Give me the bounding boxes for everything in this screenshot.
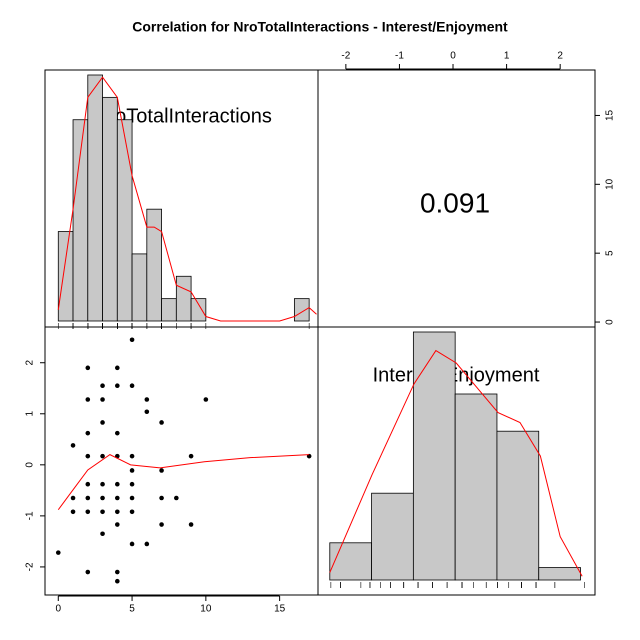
scatter-point	[115, 569, 120, 575]
scatter-point	[115, 578, 120, 584]
scatter-point	[100, 420, 105, 425]
scatter-point	[85, 569, 91, 575]
tick-label: -1	[395, 51, 404, 62]
scatter-point	[129, 481, 135, 487]
scatter-point	[100, 495, 105, 501]
scatter-point	[85, 453, 91, 459]
scatter-point	[70, 443, 76, 448]
scatter-point	[129, 468, 135, 473]
tick-label: 1	[504, 51, 510, 62]
tick-label: 10	[200, 604, 212, 615]
histogram-bar	[161, 298, 177, 322]
histogram-bar	[116, 119, 133, 322]
chart-title: Correlation for NroTotalInteractions - I…	[132, 19, 508, 35]
tick-label: 0	[450, 51, 456, 62]
histogram-bar	[131, 253, 148, 322]
tick-label: 10	[605, 178, 616, 190]
tick-label: 5	[605, 250, 616, 256]
scatter-point	[70, 495, 76, 501]
scatter-point	[115, 383, 120, 389]
histogram-bar	[412, 331, 456, 581]
scatter-point	[129, 541, 135, 547]
scatter-point	[129, 383, 135, 389]
histogram-bar	[146, 208, 162, 322]
scatter-point	[129, 337, 135, 343]
scatter-point	[115, 430, 120, 436]
scatter-point	[115, 522, 120, 527]
histogram-bar	[175, 275, 192, 322]
density-curve	[57, 76, 317, 322]
scatter-point	[100, 531, 105, 537]
scatter-point	[115, 365, 120, 371]
scatter-point	[144, 541, 150, 547]
histogram-bar	[102, 96, 118, 322]
scatter-point	[203, 397, 209, 402]
histogram-bar	[190, 298, 207, 322]
tick-label: 0	[55, 604, 61, 615]
scatter-point	[100, 481, 105, 487]
scatter-point	[85, 495, 91, 501]
scatter-point	[100, 453, 105, 459]
scatter-point	[70, 509, 76, 515]
scatter-point	[100, 397, 105, 402]
scatter-point	[100, 509, 105, 515]
histogram-bar	[293, 298, 310, 322]
scatter-point	[85, 509, 91, 515]
tick-label: -1	[25, 511, 36, 520]
scatter-point	[85, 481, 91, 487]
scatter-point	[129, 509, 135, 515]
scatter-point	[85, 365, 91, 371]
tick-label: 0	[25, 462, 36, 468]
histogram-bar	[538, 567, 581, 581]
histogram-bar	[57, 231, 74, 322]
tick-label: 15	[605, 109, 616, 121]
tick-label: 0	[605, 319, 616, 325]
variable-label: Interest/Enjoyment	[373, 364, 540, 386]
smooth-line	[57, 454, 310, 511]
tick-label: 15	[274, 604, 286, 615]
scatter-point	[159, 468, 164, 473]
density-curve	[329, 349, 583, 577]
scatter-point	[55, 550, 61, 555]
tick-label: 5	[129, 604, 135, 615]
scatter-point	[144, 397, 150, 402]
panel-frame	[317, 326, 596, 596]
tick-label: -2	[341, 51, 350, 62]
scatter-point	[115, 509, 120, 515]
tick-label: -2	[25, 562, 36, 571]
tick-label: 2	[25, 360, 36, 366]
scatter-point	[129, 495, 135, 501]
scatter-point	[85, 397, 91, 402]
histogram-bar	[329, 542, 372, 581]
scatter-point	[129, 453, 135, 459]
correlation-value: 0.091	[420, 187, 490, 218]
scatter-point	[159, 420, 164, 425]
tick-label: 2	[557, 51, 563, 62]
scatter-point	[159, 522, 164, 527]
histogram-bar	[454, 393, 498, 581]
scatter-point	[159, 495, 164, 501]
scatter-point	[188, 522, 194, 527]
scatter-point	[115, 481, 120, 487]
scatter-point	[144, 409, 150, 415]
scatter-point	[85, 430, 91, 436]
scatter-point	[188, 453, 194, 459]
scatter-point	[100, 383, 105, 389]
tick-label: 1	[25, 411, 36, 417]
histogram-bar	[87, 74, 103, 322]
variable-label: NroTotalInteractions	[94, 105, 272, 127]
histogram-bar	[371, 492, 414, 581]
histogram-bar	[496, 430, 540, 581]
scatter-point	[115, 495, 120, 501]
scatter-point	[174, 495, 179, 501]
